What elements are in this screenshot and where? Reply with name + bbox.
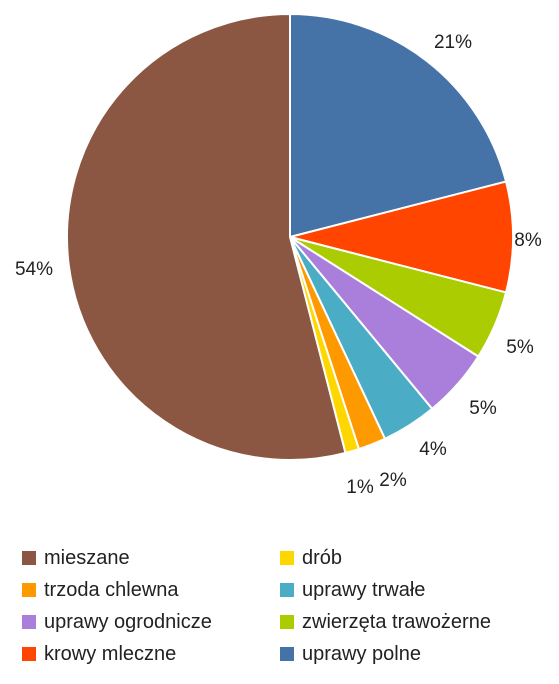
legend-label: drób: [302, 546, 343, 569]
legend-swatch: [22, 615, 36, 629]
pie-value-label: 54%: [15, 259, 53, 280]
pie-slice-mieszane: [66, 12, 347, 461]
legend-swatch: [280, 647, 294, 661]
legend-swatch: [22, 583, 36, 597]
legend-item: mieszane: [22, 547, 280, 570]
legend-swatch: [22, 551, 36, 565]
pie-value-label: 2%: [379, 470, 407, 491]
pie-value-label: 21%: [434, 32, 472, 53]
pie-slices: [66, 12, 514, 461]
pie-chart: 21% 8% 5% 5% 4% 2%1% 54%: [15, 12, 542, 498]
legend-item: trzoda chlewna: [22, 579, 280, 602]
legend-swatch: [280, 583, 294, 597]
legend-item: uprawy trwałe: [280, 579, 425, 602]
legend-item: krowy mleczne: [22, 643, 280, 666]
legend-row: trzoda chlewna uprawy trwałe: [22, 574, 552, 606]
legend-item: zwierzęta trawożerne: [280, 611, 491, 634]
legend-swatch: [22, 647, 36, 661]
pie-value-label: 5%: [469, 398, 497, 419]
pie-value-label: 5%: [506, 337, 534, 358]
legend-label: uprawy trwałe: [302, 578, 426, 601]
pie-value-label: 4%: [419, 439, 447, 460]
legend-label: uprawy polne: [302, 642, 421, 665]
pie-slice-krowy-mleczne: [289, 180, 514, 294]
legend: mieszane drób trzoda chlewna uprawy trwałe u…: [22, 542, 552, 670]
legend-row: krowy mleczne uprawy polne: [22, 638, 552, 670]
legend-label: krowy mleczne: [44, 642, 177, 665]
legend-label: trzoda chlewna: [44, 578, 179, 601]
legend-item: uprawy polne: [280, 643, 421, 666]
pie-value-labels: 21% 8% 5% 5% 4% 2%1% 54%: [15, 32, 542, 498]
legend-swatch: [280, 551, 294, 565]
legend-item: drób: [280, 547, 342, 570]
legend-label: zwierzęta trawożerne: [302, 610, 491, 633]
pie-value-label: 1%: [346, 477, 374, 498]
pie-slice-uprawy-polne: [289, 12, 508, 239]
legend-swatch: [280, 615, 294, 629]
legend-label: mieszane: [44, 546, 130, 569]
legend-label: uprawy ogrodnicze: [44, 610, 212, 633]
legend-row: mieszane drób: [22, 542, 552, 574]
legend-row: uprawy ogrodnicze zwierzęta trawożerne: [22, 606, 552, 638]
legend-item: uprawy ogrodnicze: [22, 611, 280, 634]
pie-value-label: 8%: [514, 230, 542, 251]
